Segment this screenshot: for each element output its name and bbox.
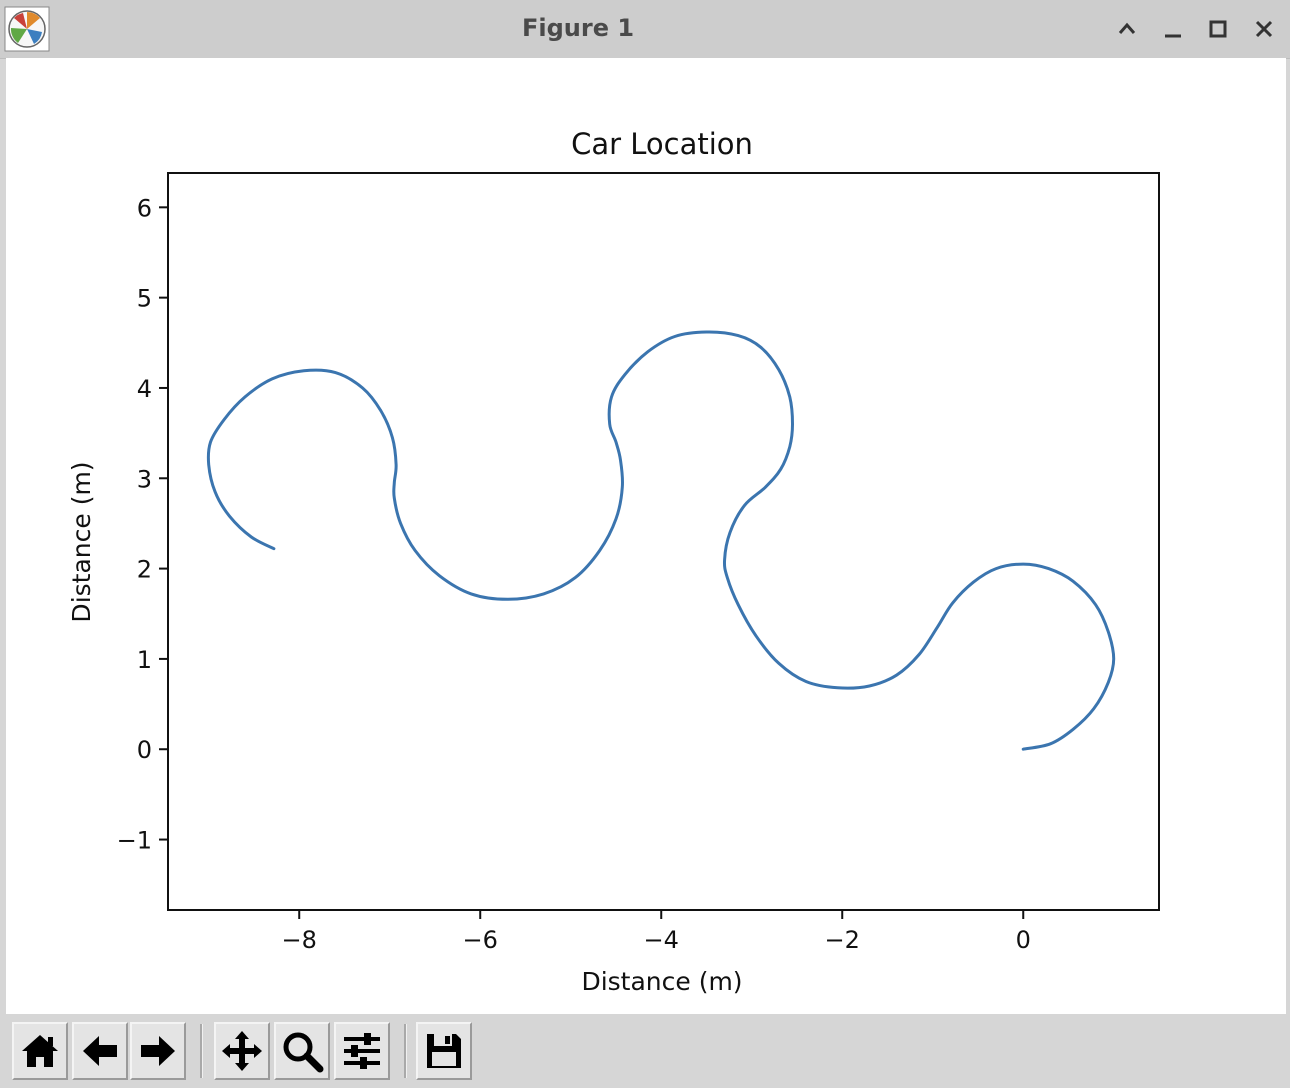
pan-icon xyxy=(222,1031,262,1071)
y-tick-label: 0 xyxy=(137,736,152,764)
y-tick-label: 2 xyxy=(137,556,152,584)
window-titlebar: Figure 1 xyxy=(0,0,1290,59)
window-title: Figure 1 xyxy=(521,14,635,42)
minimize-button[interactable] xyxy=(1156,12,1190,46)
y-tick-label: −1 xyxy=(117,827,152,855)
configure-subplots-icon xyxy=(344,1033,380,1069)
back-button[interactable] xyxy=(72,1022,128,1080)
x-axis-label: Distance (m) xyxy=(581,967,742,996)
y-tick-label: 5 xyxy=(137,285,152,313)
y-tick-label: 1 xyxy=(137,646,152,674)
chevron-up-icon xyxy=(1118,22,1136,34)
maximize-button[interactable] xyxy=(1201,12,1235,46)
configure-subplots-button[interactable] xyxy=(334,1022,390,1080)
back-arrow-icon xyxy=(83,1036,117,1066)
window-menu-button[interactable] xyxy=(1110,12,1144,46)
close-button[interactable] xyxy=(1247,12,1281,46)
home-icon xyxy=(22,1035,58,1067)
zoom-button[interactable] xyxy=(274,1022,330,1080)
save-icon xyxy=(427,1034,461,1068)
minimize-icon xyxy=(1165,34,1181,38)
toolbar-separator xyxy=(200,1024,203,1078)
x-tick-label: −2 xyxy=(825,926,860,954)
matplotlib-logo-icon xyxy=(4,6,50,52)
home-button[interactable] xyxy=(12,1022,68,1080)
x-tick-label: −4 xyxy=(644,926,679,954)
y-tick-label: 6 xyxy=(137,194,152,222)
y-tick-label: 3 xyxy=(137,465,152,493)
zoom-icon xyxy=(283,1032,324,1073)
plot-area xyxy=(167,172,1160,911)
navigation-toolbar xyxy=(0,1014,1290,1088)
y-axis-label: Distance (m) xyxy=(67,461,96,622)
forward-button[interactable] xyxy=(130,1022,186,1080)
x-axis-ticks: −8 −6 −4 −2 0 xyxy=(282,910,1031,954)
x-tick-label: −6 xyxy=(463,926,498,954)
pan-button[interactable] xyxy=(214,1022,270,1080)
y-tick-label: 4 xyxy=(137,375,152,403)
chart: Car Location −8 −6 −4 −2 0 −1 0 1 2 3 4 5 6 Distanc… xyxy=(67,127,1160,996)
close-icon xyxy=(1255,20,1273,38)
x-tick-label: −8 xyxy=(282,926,317,954)
save-button[interactable] xyxy=(416,1022,472,1080)
forward-arrow-icon xyxy=(141,1036,175,1066)
figure-canvas[interactable]: Car Location −8 −6 −4 −2 0 −1 0 1 2 3 4 5 6 Distanc… xyxy=(6,58,1286,1014)
toolbar-separator xyxy=(404,1024,407,1078)
maximize-icon xyxy=(1209,20,1227,38)
series-line xyxy=(206,330,1116,751)
x-tick-label: 0 xyxy=(1016,926,1031,954)
chart-title: Car Location xyxy=(571,127,753,161)
y-axis-ticks: −1 0 1 2 3 4 5 6 xyxy=(117,194,168,855)
